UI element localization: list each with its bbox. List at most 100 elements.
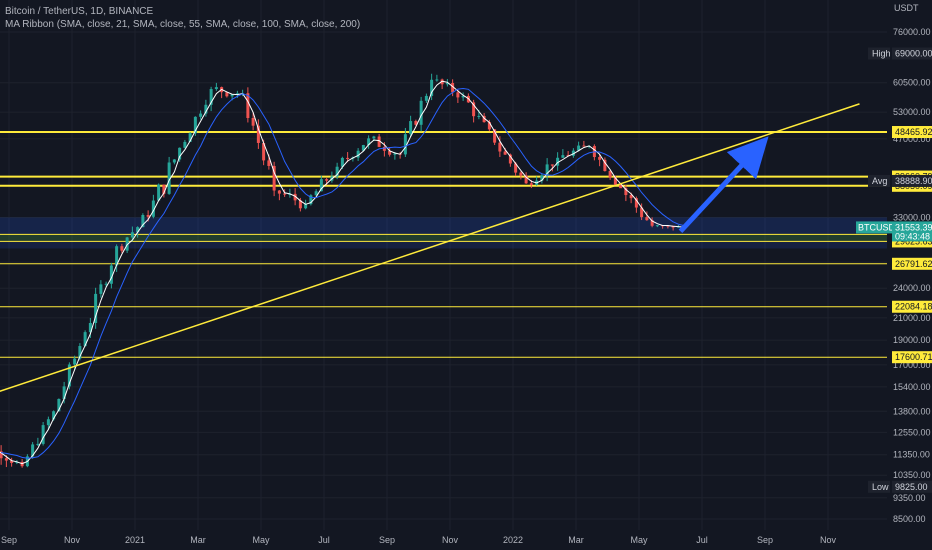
candle-body (36, 443, 40, 445)
current-symbol-box (856, 221, 892, 234)
candle-body (430, 79, 434, 96)
ma-21-line (0, 80, 684, 465)
price-axis[interactable]: 76000.0060500.0053000.0047000.0038000.00… (893, 27, 931, 524)
candle-body (445, 83, 449, 85)
candle-body (298, 200, 302, 209)
trendline (0, 103, 860, 393)
candle-body (440, 79, 444, 85)
candle-body (472, 102, 476, 117)
candle-body (393, 153, 397, 155)
level-tag-box (892, 257, 932, 270)
y-tick-label: 24000.00 (893, 283, 931, 293)
projection-arrow (678, 136, 769, 234)
candle-body (62, 386, 66, 399)
avg-tag-label: Avg (872, 176, 887, 186)
candle-body (277, 190, 281, 194)
candle-body (487, 122, 491, 130)
candle-body (204, 104, 208, 114)
y-tick-label: 17000.00 (893, 360, 931, 370)
candle-body (529, 183, 533, 185)
x-tick-label: 2021 (125, 535, 145, 545)
candle-body (403, 134, 407, 155)
x-tick-label: Nov (820, 535, 837, 545)
candle-body (88, 323, 92, 333)
y-tick-label: 8500.00 (893, 514, 926, 524)
avg-tag-value: 38888.90 (895, 176, 932, 186)
low-tag-label: Low (872, 482, 889, 492)
candle-body (319, 179, 323, 192)
level-tag-box (892, 126, 932, 139)
candle-body (498, 142, 502, 152)
candle-body (178, 147, 182, 160)
indicator-line[interactable]: MA Ribbon (SMA, close, 21, SMA, close, 5… (5, 19, 361, 30)
candle-body (146, 215, 150, 217)
x-tick-label: Sep (379, 535, 395, 545)
x-tick-label: Nov (64, 535, 81, 545)
candle-body (435, 79, 439, 81)
x-tick-label: Nov (442, 535, 459, 545)
y-tick-label: 60500.00 (893, 78, 931, 88)
candle-body (293, 193, 297, 201)
candle-body (157, 184, 161, 201)
grid (0, 0, 887, 530)
candle-body (482, 115, 486, 123)
candle-body (361, 145, 365, 151)
candle-body (340, 157, 344, 167)
candle-body (167, 162, 171, 194)
symbol-line[interactable]: Bitcoin / TetherUS, 1D, BINANCE (5, 6, 154, 17)
candle-body (94, 293, 98, 324)
avg-tag-box (892, 174, 932, 187)
y-tick-label: 21000.00 (893, 313, 931, 323)
candle-body (634, 198, 638, 208)
y-tick-label: 19000.00 (893, 335, 931, 345)
candle-body (199, 113, 203, 117)
candle-body (577, 145, 581, 151)
candle-body (451, 83, 455, 93)
candle-body (582, 145, 586, 147)
candle-body (256, 125, 260, 143)
candle-body (141, 215, 145, 228)
candle-body (73, 358, 77, 365)
candle-body (556, 157, 560, 166)
x-tick-label: Jul (696, 535, 708, 545)
high-tag-label: High (872, 48, 891, 58)
candle-body (598, 157, 602, 160)
current-price: 31553.39 (895, 222, 932, 232)
y-tick-label: 53000.00 (893, 107, 931, 117)
time-axis[interactable]: Sep Nov 2021 Mar May Jul Sep Nov 2022 Mar May Jul Se… (1, 535, 837, 545)
candle-body (46, 419, 50, 426)
candle-body (188, 133, 192, 142)
candle-body (52, 411, 56, 420)
candle-body (629, 195, 633, 199)
candle-body (15, 461, 19, 463)
candle-body (67, 364, 71, 387)
candle-body (104, 283, 108, 285)
candle-body (514, 163, 518, 173)
current-price-box (892, 221, 932, 242)
high-tag-label-box (868, 47, 890, 60)
candle-body (99, 284, 103, 294)
candle-body (4, 458, 8, 461)
candle-body (493, 129, 497, 143)
candle-body (545, 164, 549, 176)
candle-body (130, 232, 134, 238)
avg-tag-label-box (868, 174, 890, 187)
candle-body (209, 89, 213, 105)
candle-body (251, 118, 255, 126)
candle-body (613, 177, 617, 186)
candle-body (550, 164, 554, 166)
chart-legend: Bitcoin / TetherUS, 1D, BINANCE MA Ribbo… (5, 5, 360, 31)
candle-body (519, 172, 523, 176)
candle-body (162, 184, 166, 194)
y-tick-label: 13800.00 (893, 406, 931, 416)
low-tag-value: 9825.00 (895, 482, 928, 492)
candle-body (571, 150, 575, 156)
ma-55-line (1, 87, 684, 459)
candle-body (650, 220, 654, 226)
low-tag-box (892, 480, 932, 493)
candle-body (283, 193, 287, 195)
low-tag-label-box (868, 480, 890, 493)
candle-body (603, 159, 607, 172)
candle-body (172, 159, 176, 163)
